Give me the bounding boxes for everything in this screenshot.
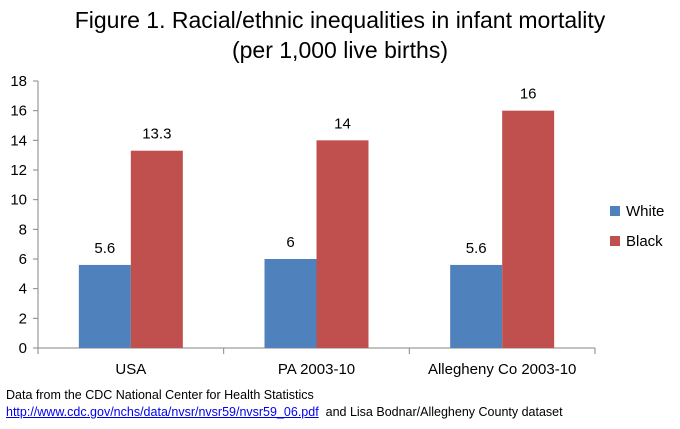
chart-subtitle: (per 1,000 live births)	[231, 37, 449, 63]
y-tick-label: 4	[19, 281, 27, 298]
y-tick-label: 14	[10, 132, 27, 149]
data-label: 14	[334, 115, 351, 132]
bar-white	[450, 264, 503, 348]
x-tick-label: Allegheny Co 2003-10	[428, 361, 576, 378]
y-tick-label: 6	[19, 251, 27, 268]
y-tick-label: 0	[19, 340, 27, 357]
source-note: Data from the CDC National Center for He…	[6, 388, 314, 402]
legend-swatch-white	[610, 206, 620, 216]
x-tick-label: PA 2003-10	[278, 361, 355, 378]
y-tick-label: 12	[10, 162, 27, 179]
legend-label-white: White	[626, 203, 664, 220]
source-link[interactable]: http://www.cdc.gov/nchs/data/nvsr/nvsr59…	[6, 405, 319, 419]
legend-swatch-black	[610, 236, 620, 246]
y-tick-label: 2	[19, 310, 27, 327]
data-label: 5.6	[94, 240, 115, 257]
bar-black	[502, 110, 555, 349]
chart-title: Figure 1. Racial/ethnic inequalities in …	[74, 7, 606, 33]
x-tick-label: USA	[115, 361, 146, 378]
data-label: 13.3	[142, 126, 171, 143]
bar-white	[78, 264, 131, 348]
y-tick-label: 16	[10, 103, 27, 120]
bar-black	[130, 150, 183, 348]
data-label: 6	[286, 234, 294, 251]
bar-white	[264, 259, 317, 348]
bar-black	[316, 140, 369, 348]
y-tick-label: 8	[19, 221, 27, 238]
y-tick-label: 10	[10, 192, 27, 209]
y-tick-label: 18	[10, 73, 27, 90]
source-citation: http://www.cdc.gov/nchs/data/nvsr/nvsr59…	[6, 404, 563, 420]
source-dataset-note: and Lisa Bodnar/Allegheny County dataset	[325, 405, 563, 419]
legend-label-black: Black	[626, 233, 663, 250]
data-label: 5.6	[466, 240, 487, 257]
data-label: 16	[520, 86, 537, 103]
